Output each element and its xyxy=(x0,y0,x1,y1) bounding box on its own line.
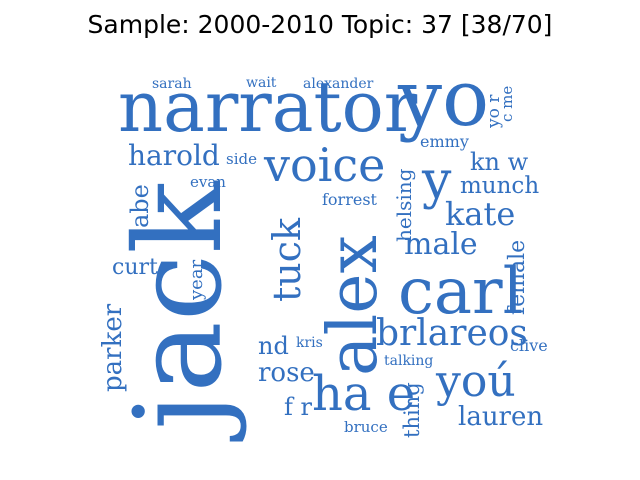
word-rose: rose xyxy=(258,358,315,388)
word-forrest: forrest xyxy=(322,190,377,209)
word-curt: curt xyxy=(112,255,158,280)
word-kn-w: kn w xyxy=(470,148,529,176)
word-talking: talking xyxy=(384,353,434,369)
word-tuck: tuck xyxy=(265,217,309,302)
word-kris: kris xyxy=(296,335,323,351)
word-lauren: lauren xyxy=(458,402,544,432)
word-f-r: f r xyxy=(284,393,312,421)
word-jack: jack xyxy=(110,181,249,430)
word-brlareos: brlareos xyxy=(376,313,528,354)
word-thing: thing xyxy=(400,382,424,438)
figure-title: Sample: 2000-2010 Topic: 37 [38/70] xyxy=(87,10,553,39)
word-alex: alex xyxy=(314,235,393,376)
word-ha-e: ha e xyxy=(312,366,416,422)
word-clive: clive xyxy=(510,336,548,355)
word-bruce: bruce xyxy=(344,418,388,436)
word-you: yoú xyxy=(436,356,516,407)
word-evan: evan xyxy=(190,173,226,191)
word-parker: parker xyxy=(98,303,128,392)
word-harold: harold xyxy=(128,139,220,172)
word-year: year xyxy=(186,259,207,300)
word-male: male xyxy=(404,227,478,262)
word-sarah: sarah xyxy=(152,76,192,92)
word-narrator: narrator xyxy=(118,66,418,148)
word-side: side xyxy=(226,150,257,168)
word-alexander: alexander xyxy=(303,76,374,92)
word-voice: voice xyxy=(264,138,386,192)
word-munch: munch xyxy=(460,173,540,199)
word-emmy: emmy xyxy=(420,132,469,151)
word-wait: wait xyxy=(246,75,277,91)
word-nd: nd xyxy=(258,332,289,360)
word-kate: kate xyxy=(445,195,516,233)
word-yo-r: yo r xyxy=(484,94,504,128)
word-carl: carl xyxy=(398,255,524,329)
word-yo: yo xyxy=(398,54,490,144)
word-y: y xyxy=(422,151,452,211)
